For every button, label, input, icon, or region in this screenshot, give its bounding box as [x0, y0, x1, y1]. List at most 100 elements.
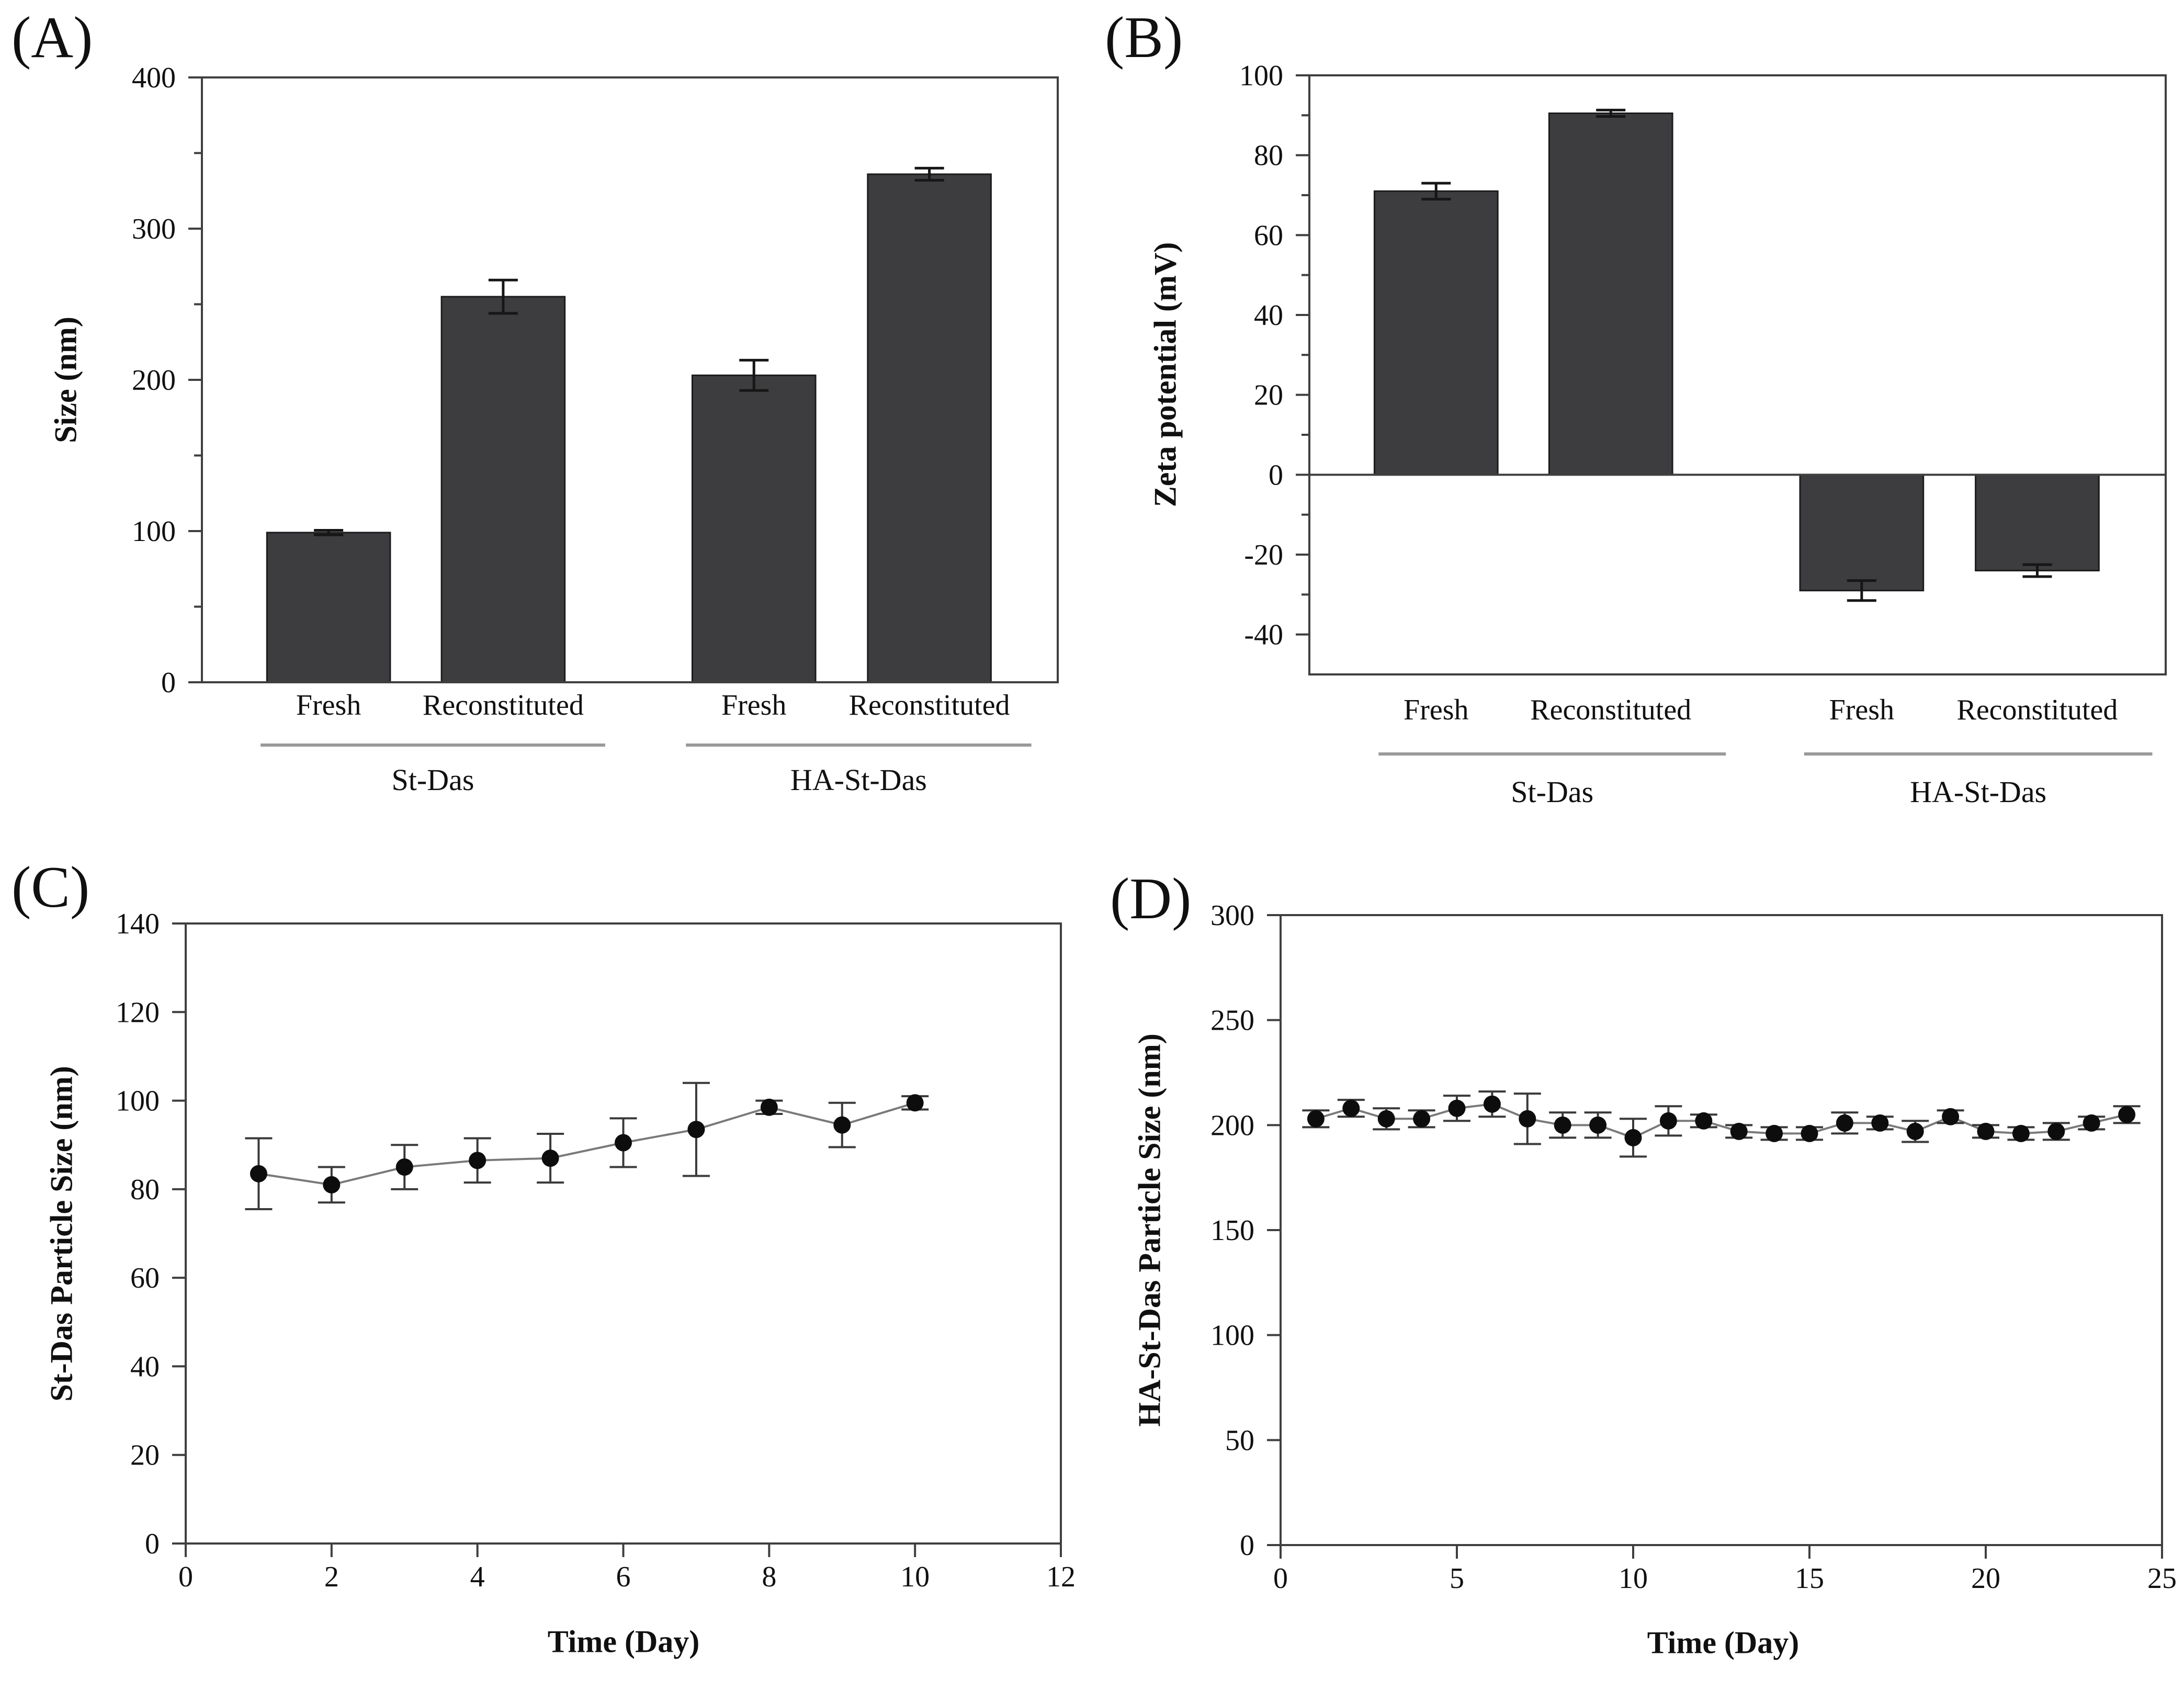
data-point [2118, 1106, 2136, 1123]
series-line [1315, 1103, 2128, 1139]
panel-D-x-axis-title: Time (Day) [1647, 1625, 1800, 1660]
category-label: Fresh [1404, 694, 1468, 726]
y-tick-label: 60 [1254, 219, 1283, 252]
x-tick-label: 12 [1046, 1561, 1076, 1593]
panel-B: -40 -20 0 20 40 60 80 100 Fresh Reconstituted Fres… [1088, 0, 2184, 842]
y-tick-label: 0 [1240, 1529, 1254, 1562]
data-point [1942, 1108, 1960, 1125]
panel-A: 0 100 200 300 400 Fresh Reconstituted Fresh Reco… [0, 0, 1088, 842]
y-tick-label: 250 [1210, 1005, 1254, 1037]
data-point [1906, 1122, 1924, 1140]
panel-B-chart: -40 -20 0 20 40 60 80 100 Fresh Reconstituted Fres… [1239, 60, 2167, 809]
bar [1548, 112, 1673, 476]
data-point [1342, 1099, 1360, 1117]
category-label: Fresh [1829, 694, 1894, 726]
y-tick-label: 20 [1254, 379, 1283, 412]
y-tick-label: 300 [132, 213, 176, 245]
x-tick-label: 25 [2147, 1562, 2177, 1595]
y-tick-label: 50 [1225, 1424, 1254, 1457]
data-point [469, 1152, 486, 1169]
data-point [1413, 1110, 1431, 1128]
data-point [323, 1176, 341, 1193]
data-point [2012, 1124, 2030, 1142]
data-point [2083, 1114, 2100, 1132]
x-tick-label: 8 [762, 1561, 776, 1593]
bar [691, 374, 817, 683]
data-point [2047, 1122, 2065, 1140]
data-point [1695, 1112, 1713, 1130]
data-point [541, 1150, 559, 1167]
group-label: St-Das [392, 763, 474, 797]
bar [440, 296, 566, 683]
y-tick-label: -40 [1244, 619, 1283, 651]
panel-B-letter: (B) [1105, 5, 1183, 70]
plot-frame [201, 76, 1059, 683]
y-tick-label: 40 [130, 1350, 160, 1383]
data-point [1483, 1095, 1501, 1113]
panel-C-letter: (C) [12, 855, 90, 920]
data-point [1377, 1110, 1395, 1128]
y-tick-label: 400 [132, 62, 176, 94]
x-tick-label: 2 [324, 1561, 339, 1593]
panel-C-x-axis-title: Time (Day) [547, 1624, 700, 1659]
x-tick-label: 10 [1619, 1562, 1648, 1595]
x-tick-label: 15 [1795, 1562, 1824, 1595]
data-point [1659, 1112, 1677, 1130]
y-tick-label: 0 [145, 1528, 160, 1560]
x-tick-label: 20 [1971, 1562, 2000, 1595]
group-label: HA-St-Das [1910, 775, 2046, 809]
plot-frame [1280, 914, 2163, 1546]
panel-D-chart: 0 50 100 150 200 250 300 0 5 10 15 20 25 [1210, 899, 2177, 1595]
panel-B-y-axis-title: Zeta potential (mV) [1148, 242, 1183, 508]
y-tick-label: 40 [1254, 299, 1283, 332]
y-tick-label: 80 [1254, 140, 1283, 172]
data-point [760, 1098, 778, 1116]
y-tick-label: 200 [132, 364, 176, 397]
category-label: Fresh [296, 689, 361, 722]
data-point [615, 1134, 632, 1152]
data-point [1554, 1116, 1571, 1134]
data-point [1766, 1124, 1783, 1142]
y-tick-label: 20 [130, 1439, 160, 1472]
bar [1975, 474, 2100, 572]
bar [867, 173, 992, 683]
panel-C-chart: 0 20 40 60 80 100 120 140 0 2 4 6 8 10 12 [116, 908, 1076, 1593]
plot-frame [185, 922, 1062, 1545]
x-tick-label: 0 [1273, 1562, 1288, 1595]
data-point [1448, 1099, 1466, 1117]
data-point [1801, 1124, 1818, 1142]
y-tick-label: 200 [1210, 1109, 1254, 1142]
y-tick-label: 150 [1210, 1214, 1254, 1247]
panel-A-chart: 0 100 200 300 400 Fresh Reconstituted Fresh Reco… [132, 62, 1059, 797]
data-point [1519, 1110, 1536, 1128]
bar [1373, 190, 1499, 476]
data-point [833, 1116, 851, 1134]
category-label: Reconstituted [849, 689, 1010, 722]
data-point [906, 1094, 924, 1112]
panel-D-y-axis-title: HA-St-Das Particle Size (nm) [1132, 1033, 1167, 1427]
data-point [1977, 1122, 1995, 1140]
x-tick-label: 10 [900, 1561, 930, 1593]
plot-frame [1308, 74, 2167, 675]
panel-C: 0 20 40 60 80 100 120 140 0 2 4 6 8 10 12 (C) St-Das P… [0, 842, 1088, 1690]
category-label: Fresh [721, 689, 786, 722]
series-line [258, 1101, 915, 1186]
group-label: HA-St-Das [790, 763, 927, 797]
data-point [1589, 1116, 1607, 1134]
panel-A-y-axis-title: Size (nm) [48, 317, 83, 443]
y-tick-label: 0 [1269, 459, 1283, 491]
data-point [1730, 1122, 1748, 1140]
panel-D: 0 50 100 150 200 250 300 0 5 10 15 20 25 (D) HA-St-D… [1088, 842, 2184, 1690]
data-point [395, 1158, 413, 1176]
panel-D-letter: (D) [1110, 866, 1192, 931]
data-point [1307, 1110, 1325, 1128]
y-tick-label: 100 [1210, 1320, 1254, 1352]
bar [1799, 474, 1925, 592]
y-tick-label: -20 [1244, 539, 1283, 571]
x-tick-label: 4 [470, 1561, 485, 1593]
x-tick-label: 0 [178, 1561, 193, 1593]
category-label: Reconstituted [423, 689, 584, 722]
category-label: Reconstituted [1956, 694, 2118, 726]
data-point [250, 1165, 267, 1182]
